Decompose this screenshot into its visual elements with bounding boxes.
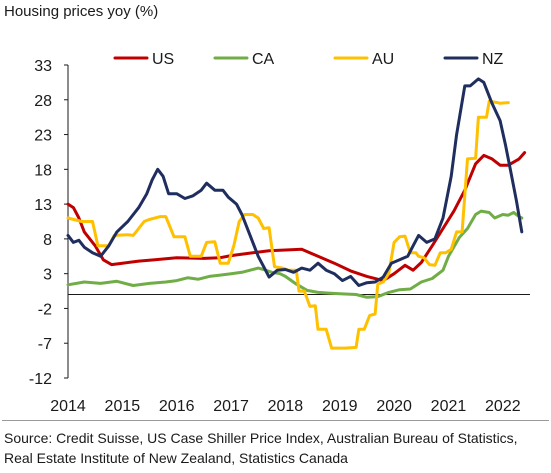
source-divider xyxy=(2,420,549,421)
y-axis-ticks: 33 28 23 18 13 8 3 -2 -7 -12 xyxy=(29,58,68,388)
y-tick-label: -7 xyxy=(38,336,52,353)
y-tick-label: 3 xyxy=(43,267,52,284)
x-tick-label: 2017 xyxy=(213,398,249,415)
y-tick-label: 33 xyxy=(34,58,52,75)
x-axis-ticks: 2014 2015 2016 2017 2018 2019 2020 2021 2022 xyxy=(50,398,521,415)
series-lines xyxy=(66,77,527,350)
chart-axes xyxy=(67,65,530,378)
x-tick-label: 2022 xyxy=(485,398,521,415)
x-tick-label: 2018 xyxy=(268,398,304,415)
legend-label-nz: NZ xyxy=(482,51,504,68)
legend-label-us: US xyxy=(152,51,174,68)
y-tick-label: 13 xyxy=(34,197,52,214)
series-line-ca xyxy=(66,209,524,299)
legend-label-au: AU xyxy=(372,51,394,68)
series-line-nz xyxy=(66,77,524,287)
series-line-us xyxy=(66,151,527,283)
legend-label-ca: CA xyxy=(252,51,275,68)
source-note: Source: Credit Suisse, US Case Shiller P… xyxy=(4,430,518,466)
y-tick-label: 18 xyxy=(34,162,52,179)
series-line-au xyxy=(66,99,510,350)
x-tick-label: 2020 xyxy=(376,398,412,415)
y-tick-label: -12 xyxy=(29,371,52,388)
chart-title: Housing prices yoy (%) xyxy=(4,3,159,20)
x-tick-label: 2014 xyxy=(50,398,86,415)
x-tick-label: 2016 xyxy=(159,398,195,415)
x-tick-label: 2015 xyxy=(105,398,141,415)
y-tick-label: 23 xyxy=(34,128,52,145)
y-tick-label: 8 xyxy=(43,232,52,249)
x-tick-label: 2021 xyxy=(431,398,467,415)
line-chart: 33 28 23 18 13 8 3 -2 -7 -12 2014 2015 2016 2017 2018… xyxy=(29,51,530,415)
y-tick-label: -2 xyxy=(38,301,52,318)
chart-legend: US CA AU NZ xyxy=(113,51,504,68)
x-tick-label: 2019 xyxy=(322,398,358,415)
y-tick-label: 28 xyxy=(34,93,52,110)
